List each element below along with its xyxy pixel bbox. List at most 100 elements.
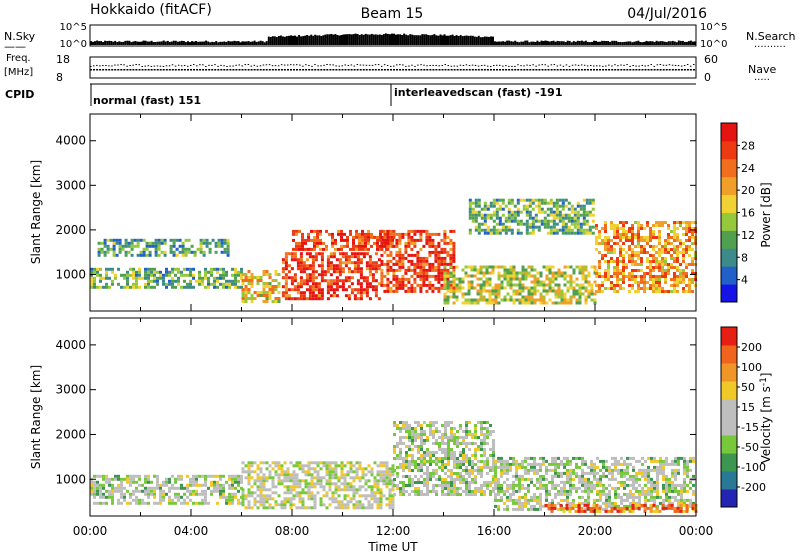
heatmap-cell: [530, 477, 533, 481]
heatmap-cell: [105, 273, 108, 277]
heatmap-cell: [383, 274, 387, 278]
heatmap-cell: [150, 279, 153, 283]
heatmap-cell: [480, 487, 483, 490]
heatmap-cell: [289, 500, 293, 504]
heatmap-cell: [649, 263, 652, 266]
heatmap-cell: [343, 473, 347, 477]
heatmap-cell: [545, 495, 548, 499]
heatmap-cell: [307, 247, 310, 251]
heatmap-cell: [373, 485, 377, 489]
y-tick-label: 3000: [55, 178, 86, 192]
heatmap-cell: [274, 473, 278, 477]
freq-sample: [586, 69, 589, 71]
heatmap-cell: [549, 210, 553, 214]
heatmap-cell: [441, 478, 444, 481]
heatmap-cell: [462, 463, 465, 466]
heatmap-cell: [256, 494, 260, 498]
heatmap-cell: [111, 477, 114, 481]
heatmap-cell: [204, 498, 207, 502]
nsky-sample: [130, 42, 133, 45]
heatmap-cell: [284, 255, 288, 259]
heatmap-cell: [382, 238, 385, 242]
nave-sample: [565, 64, 568, 66]
nave-sample: [390, 65, 392, 67]
heatmap-cell: [323, 279, 327, 283]
heatmap-cell: [437, 286, 441, 290]
heatmap-cell: [528, 204, 532, 208]
heatmap-cell: [411, 484, 414, 487]
heatmap-cell: [661, 275, 664, 278]
heatmap-cell: [322, 247, 325, 251]
heatmap-cell: [343, 244, 346, 248]
heatmap-cell: [537, 210, 541, 214]
nsky-sample: [562, 41, 565, 45]
heatmap-cell: [465, 478, 468, 481]
heatmap-cell: [352, 479, 356, 483]
heatmap-cell: [172, 238, 176, 242]
freq-sample: [435, 69, 438, 71]
heatmap-cell: [298, 479, 302, 483]
heatmap-cell: [438, 484, 441, 487]
heatmap-cell: [338, 273, 342, 277]
heatmap-cell: [274, 288, 278, 291]
heatmap-cell: [534, 216, 538, 220]
heatmap-cell: [411, 463, 414, 466]
colorbar-tick-label: 20: [741, 184, 755, 197]
heatmap-cell: [386, 271, 390, 275]
heatmap-cell: [295, 461, 299, 465]
heatmap-cell: [320, 267, 324, 271]
heatmap-cell: [598, 251, 601, 254]
heatmap-cell: [670, 236, 673, 239]
heatmap-cell: [497, 477, 500, 481]
heatmap-cell: [332, 291, 336, 295]
freq-sample: [411, 69, 414, 71]
heatmap-cell: [308, 285, 312, 289]
heatmap-cell: [250, 279, 254, 282]
nave-sample: [262, 64, 265, 66]
heatmap-cell: [178, 250, 182, 254]
heatmap-cell: [198, 483, 201, 487]
heatmap-cell: [474, 463, 477, 466]
heatmap-cell: [465, 484, 468, 487]
heatmap-cell: [575, 486, 578, 490]
heatmap-cell: [483, 204, 487, 208]
heatmap-cell: [561, 213, 565, 217]
heatmap-cell: [290, 276, 294, 280]
heatmap-cell: [447, 448, 450, 451]
heatmap-cell: [178, 244, 182, 248]
nave-sample: [611, 65, 613, 67]
heatmap-cell: [521, 268, 525, 272]
heatmap-cell: [447, 487, 450, 490]
heatmap-cell: [123, 486, 126, 490]
heatmap-cell: [96, 501, 99, 505]
heatmap-cell: [112, 247, 116, 251]
heatmap-cell: [385, 476, 389, 480]
heatmap-cell: [111, 282, 114, 286]
heatmap-cell: [569, 483, 572, 487]
heatmap-cell: [443, 238, 447, 242]
heatmap-cell: [361, 244, 364, 248]
freq-sample: [190, 69, 192, 71]
nave-sample: [429, 64, 431, 66]
heatmap-cell: [549, 213, 553, 217]
heatmap-cell: [338, 270, 342, 274]
heatmap-cell: [467, 289, 471, 293]
heatmap-cell: [395, 286, 399, 290]
heatmap-cell: [102, 474, 105, 478]
nsky-sample: [393, 33, 395, 45]
heatmap-cell: [643, 239, 646, 242]
heatmap-cell: [486, 472, 489, 475]
freq-sample: [523, 69, 526, 71]
heatmap-cell: [287, 264, 291, 268]
heatmap-cell: [465, 460, 468, 463]
heatmap-cell: [162, 279, 165, 283]
heatmap-cell: [262, 270, 266, 273]
heatmap-cell: [474, 490, 477, 493]
heatmap-cell: [443, 298, 447, 302]
nave-sample: [374, 64, 377, 66]
heatmap-cell: [480, 228, 484, 232]
heatmap-cell: [423, 481, 426, 484]
heatmap-cell: [588, 231, 592, 235]
heatmap-cell: [340, 488, 344, 492]
